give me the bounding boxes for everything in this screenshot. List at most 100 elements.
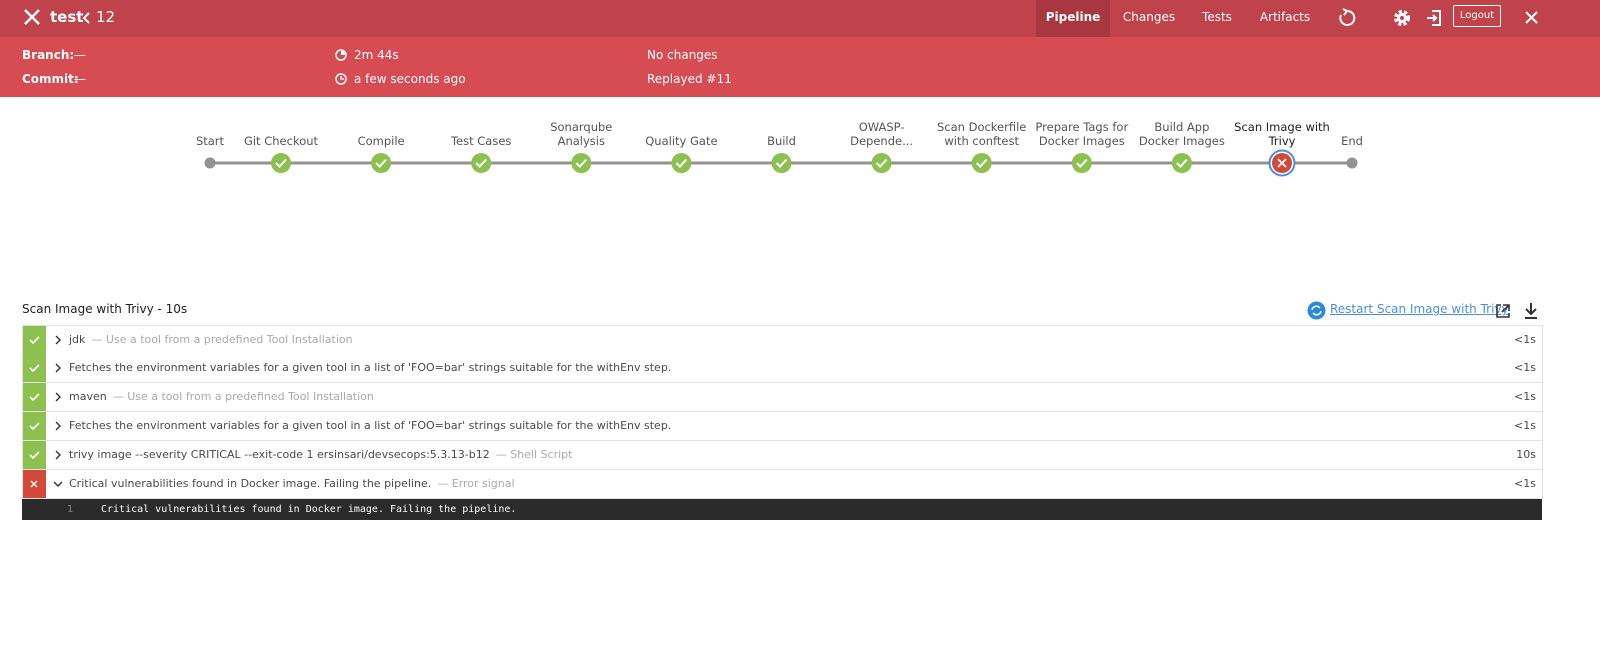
icon-path (29, 451, 40, 460)
tab[interactable]: Tests (1202, 10, 1232, 24)
status-circle (771, 153, 792, 173)
commit: — (74, 72, 86, 86)
chevron (82, 12, 90, 24)
stage-success[interactable] (771, 153, 792, 173)
step-name: Critical vulnerabilities found in Docker… (69, 477, 432, 490)
step-row[interactable]: maven — Use a tool from a predefined Tool… (22, 383, 1543, 412)
step-duration: 10s (1516, 448, 1536, 461)
stage-label: Sonarqube Analysis (550, 120, 613, 148)
status-circle (371, 153, 392, 173)
duration-icon (335, 49, 347, 61)
chevron-path (55, 421, 61, 431)
changes: No changes (647, 48, 718, 62)
stage-label: Test Cases (450, 134, 512, 148)
cross (1277, 158, 1287, 168)
stage-node (1346, 157, 1358, 169)
log-text: Critical vulnerabilities found in Docker… (101, 504, 517, 515)
step-duration: <1s (1514, 477, 1536, 490)
exit-icon[interactable] (1424, 8, 1444, 28)
icon-path (29, 422, 40, 431)
check (875, 158, 888, 168)
check (375, 158, 387, 168)
step-status (23, 383, 46, 411)
replay-icon[interactable] (1337, 8, 1357, 28)
stage-label: Scan Image with Trivy (1234, 120, 1330, 148)
stage-success[interactable] (371, 153, 392, 173)
check (475, 158, 487, 168)
icon-path (29, 393, 40, 402)
step-description: — Error signal (437, 477, 515, 490)
check-icon (29, 422, 40, 431)
step-row[interactable]: jdk — Use a tool from a predefined Tool I… (22, 325, 1543, 355)
stage-success[interactable] (971, 153, 992, 173)
tab[interactable]: Artifacts (1259, 10, 1311, 24)
commit-label: Commit: (22, 72, 79, 86)
icon-path (30, 480, 38, 488)
step-text: maven — Use a tool from a predefined Tool… (69, 383, 374, 411)
step-row[interactable]: trivy image --severity CRITICAL --exit-c… (22, 441, 1543, 470)
step-status (23, 354, 46, 382)
graph-svg (204, 149, 1358, 177)
log-line: 1 Critical vulnerabilities found in Docke… (22, 499, 1542, 520)
tab[interactable]: Changes (1122, 10, 1176, 24)
run-summary: Branch: — Commit: — 2m 44s a few seconds… (0, 37, 1600, 97)
step-name: Fetches the environment variables for a … (69, 419, 672, 432)
step-duration: <1s (1514, 419, 1536, 432)
top-bar: test 12 Pipeline Changes Tests Artifacts Lo… (0, 0, 1600, 37)
step-text: Critical vulnerabilities found in Docker… (69, 470, 515, 498)
step-duration: <1s (1514, 333, 1536, 346)
check (975, 158, 988, 168)
stage-success[interactable] (571, 153, 592, 173)
status-circle (1171, 153, 1192, 173)
stage-success[interactable] (671, 153, 692, 173)
check-icon (29, 451, 40, 460)
settings-icon[interactable] (1392, 8, 1412, 28)
step-row[interactable]: Fetches the environment variables for a … (22, 354, 1543, 383)
open-icon[interactable] (1494, 302, 1512, 320)
stage-success[interactable] (471, 153, 492, 173)
close-run[interactable] (1524, 10, 1539, 25)
close-icon[interactable] (23, 8, 41, 26)
step-status (23, 412, 46, 440)
run-number: 12 (96, 8, 116, 26)
expand-chevron (53, 481, 63, 487)
check-icon (29, 393, 40, 402)
download-icon[interactable] (1523, 302, 1539, 320)
expand-chevron (55, 392, 61, 402)
step-text: jdk — Use a tool from a predefined Tool I… (69, 326, 353, 354)
step-status (23, 470, 46, 498)
stage-label: Quality Gate (645, 134, 718, 148)
stage-success[interactable] (1171, 153, 1192, 173)
check (575, 158, 588, 168)
expand-chevron (55, 363, 61, 373)
duration: 2m 44s (354, 48, 399, 62)
check-icon (29, 364, 40, 373)
stage-failed[interactable] (1268, 149, 1296, 177)
expand-chevron (55, 421, 61, 431)
logout-button[interactable]: Logout (1453, 5, 1501, 27)
cross-icon (30, 480, 38, 488)
check (775, 158, 788, 168)
restart-link[interactable]: Restart Scan Image with Trivy (1330, 302, 1509, 316)
check (675, 158, 688, 168)
step-duration: <1s (1514, 390, 1536, 403)
step-description: — Shell Script (495, 448, 573, 461)
stage-success[interactable] (1071, 153, 1092, 173)
tab[interactable]: Pipeline (1036, 0, 1110, 37)
step-duration: <1s (1514, 361, 1536, 374)
status-circle (971, 153, 992, 173)
step-text: Fetches the environment variables for a … (69, 412, 671, 440)
stage-node (204, 157, 216, 169)
status-circle (471, 153, 492, 173)
stage-label: Build App Docker Images (1138, 120, 1225, 148)
pipeline-name[interactable]: test (50, 8, 84, 26)
step-description: — Use a tool from a predefined Tool Inst… (112, 390, 374, 403)
step-row[interactable]: Fetches the environment variables for a … (22, 412, 1543, 441)
step-row[interactable]: Critical vulnerabilities found in Docker… (22, 470, 1543, 499)
replayed: Replayed #11 (647, 72, 732, 86)
step-name: maven (69, 390, 107, 403)
restart-icon[interactable] (1307, 301, 1326, 320)
stage-success[interactable] (871, 153, 892, 173)
chevron-path (55, 450, 61, 460)
stage-success[interactable] (271, 153, 291, 173)
